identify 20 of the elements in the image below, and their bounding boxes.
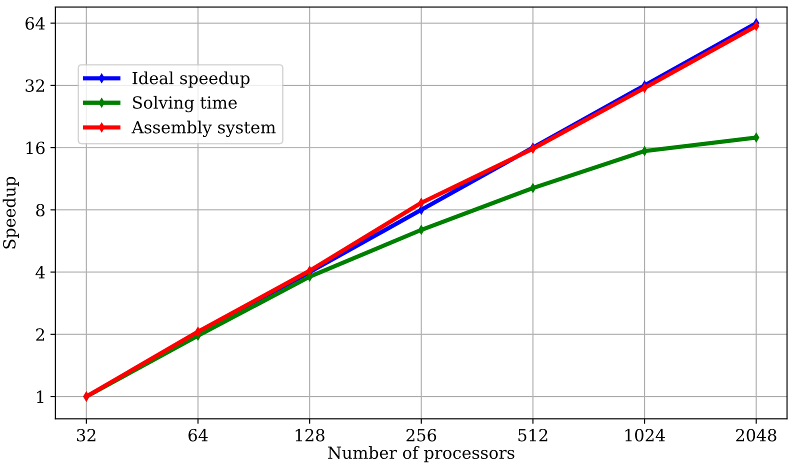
x-tick-label: 2048	[736, 428, 776, 442]
x-tick-label: 1024	[625, 428, 665, 442]
y-tick-label: 1	[37, 390, 44, 403]
legend-label: Assembly system	[132, 120, 276, 137]
y-tick-label: 32	[26, 79, 44, 92]
y-tick-label: 16	[26, 142, 45, 154]
point	[194, 327, 202, 336]
y-tick-label: 64	[26, 17, 45, 30]
y-axis-title: Speedup	[2, 176, 19, 248]
legend-label: Solving time	[133, 96, 237, 112]
y-tick-label: 2	[36, 328, 44, 341]
x-tick-label: 64	[188, 428, 208, 442]
x-tick-label: 128	[296, 428, 324, 442]
legend-label: Ideal speedup	[132, 71, 250, 88]
y-tick-label: 4	[36, 266, 45, 278]
y-tick-label: 8	[36, 204, 45, 216]
x-axis-title: Number of processors	[328, 446, 514, 462]
x-tick-label: 32	[77, 428, 96, 442]
x-tick-label: 512	[518, 428, 548, 442]
x-tick-label: 256	[406, 428, 436, 442]
